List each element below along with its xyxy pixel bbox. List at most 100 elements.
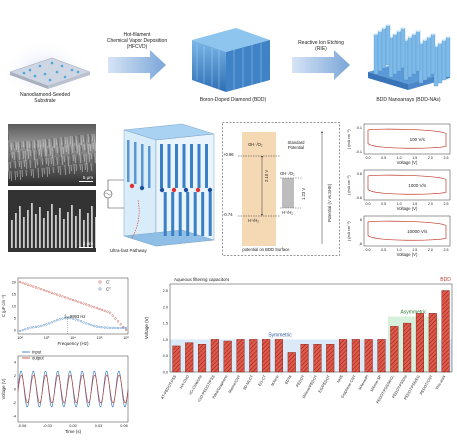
sem-texture: [56, 146, 58, 154]
sem-texture: [46, 166, 48, 178]
sem-pillar: [95, 217, 96, 248]
sem-texture: [24, 140, 26, 150]
cv-xlabel: Voltage (V): [397, 160, 418, 165]
top-pillar: [182, 144, 186, 188]
sem-texture: [32, 158, 34, 167]
bar-category-label: 3D-MLCT: [242, 374, 254, 391]
cv-ytick: -6: [359, 242, 362, 246]
sem-texture: [43, 157, 45, 168]
sem-image-top: 5 μm: [8, 124, 96, 186]
cap-point-cimag: [95, 325, 98, 328]
sem-texture: [57, 165, 59, 174]
bar-category-label: PEDOT: [295, 374, 305, 388]
wave-ytick: -4: [13, 415, 16, 419]
cap-point-creal: [50, 291, 53, 294]
bar-category-label: Mxene/CNT: [228, 374, 242, 394]
arrow-rie: [292, 50, 350, 80]
bottom-pillar: [193, 192, 197, 236]
bottom-pillar: [178, 192, 182, 236]
bar-ytick: 2.0: [163, 305, 168, 309]
sem-texture: [16, 160, 18, 171]
cap-point-creal: [69, 298, 72, 301]
symmetric-label: Symmetric: [268, 332, 292, 338]
cv-xlabel: Voltage (V): [397, 206, 418, 211]
sem-texture: [28, 140, 30, 149]
sem-texture: [83, 153, 85, 163]
bar: [300, 344, 309, 373]
sem-texture: [50, 166, 52, 177]
sem-texture: [53, 147, 55, 156]
sem-texture: [74, 144, 76, 152]
cv-xtick: 0.5: [381, 202, 386, 206]
sem-texture: [36, 148, 38, 159]
sem-texture: [38, 158, 40, 168]
sem-texture: [83, 143, 85, 151]
sem-texture: [52, 156, 54, 167]
nanopillar: [430, 33, 436, 75]
cap-point-cimag: [77, 319, 80, 322]
cap-point-creal: [116, 320, 120, 323]
sem-texture: [67, 145, 69, 155]
sem-texture: [93, 133, 95, 144]
wave-ytick: 4: [14, 361, 16, 365]
sem-pillar: [15, 213, 17, 248]
cap-point-creal: [98, 307, 101, 311]
cap-point-creal: [32, 285, 35, 288]
sem-texture: [39, 167, 41, 176]
sem-texture: [51, 147, 53, 159]
f0-label: f₀=9993 Hz: [65, 314, 86, 319]
sem-texture: [80, 134, 82, 146]
nanopillar-top: [442, 39, 446, 41]
sem-texture: [8, 142, 10, 154]
cv-frame: [363, 215, 451, 247]
sem-texture: [69, 135, 71, 145]
cap-ytick: 10: [12, 305, 16, 309]
cap-xlabel: Frequency (Hz): [57, 341, 89, 346]
sem-texture: [77, 163, 79, 174]
nanopillar: [426, 36, 432, 78]
bar: [338, 339, 348, 373]
cap-point-creal: [40, 288, 43, 291]
cap-point-cimag: [124, 326, 128, 330]
bar: [441, 290, 450, 373]
cv-xtick: 2.5: [444, 248, 449, 252]
cap-point-cimag: [90, 324, 93, 327]
sem-texture: [73, 163, 75, 175]
sem-texture: [39, 139, 41, 150]
cap-point-creal: [95, 306, 98, 310]
sem-texture: [15, 151, 17, 163]
sem-texture: [14, 160, 16, 169]
nanopillar: [385, 24, 391, 66]
cap-xtick: 10³: [44, 336, 50, 340]
sem-texture: [74, 154, 76, 164]
side-pillar: [127, 140, 130, 182]
cap-point-cimag: [101, 326, 104, 329]
cap-point-creal: [45, 289, 48, 293]
nanopillar-top: [393, 33, 397, 35]
sem-texture: [18, 160, 20, 168]
sem-texture: [57, 137, 59, 148]
sem-texture: [34, 168, 36, 176]
sem-texture: [46, 138, 48, 147]
cv-ytick: 0.1: [357, 126, 362, 130]
bar: [377, 339, 386, 373]
sem-texture: [61, 165, 63, 173]
sem-texture: [41, 157, 43, 166]
cap-point-cimag: [71, 317, 75, 320]
device-pillars: [127, 140, 213, 239]
sem-texture: [89, 143, 91, 152]
bar: [185, 342, 194, 373]
bar-ytick: 2.5: [163, 289, 168, 293]
sem-texture: [66, 164, 68, 173]
nanopillar: [437, 42, 443, 84]
sem-pillar: [31, 203, 33, 248]
bdd-front: [192, 40, 226, 92]
cap-ytick: 5: [14, 317, 16, 321]
h-value: -0.74: [223, 212, 233, 217]
cap-point-cimag: [58, 318, 61, 321]
sem-pillar: [47, 211, 49, 248]
sem-texture: [8, 161, 9, 172]
sem-texture: [63, 155, 65, 163]
cv-rate-label: 1000 V/s: [408, 183, 427, 188]
sem-texture: [76, 144, 78, 154]
